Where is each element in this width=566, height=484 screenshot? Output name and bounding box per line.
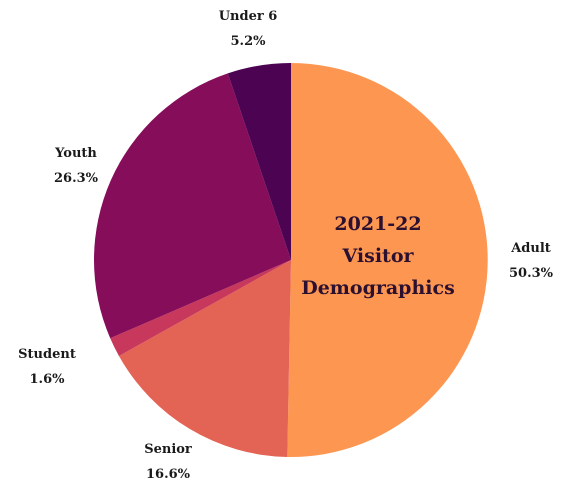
pie-slice-senior bbox=[118, 260, 291, 457]
pie-slice-adult bbox=[287, 63, 488, 457]
chart-title-line-1: 2021-22 bbox=[334, 213, 421, 235]
pie-slice-youth bbox=[93, 73, 291, 339]
slice-labels: Adult 50.3% Senior 16.6% Student 1.6% Youth 26.… bbox=[18, 9, 553, 482]
slice-value-adult: 50.3% bbox=[509, 266, 554, 281]
slice-value-senior: 16.6% bbox=[146, 467, 191, 482]
chart-title-line-3: Demographics bbox=[301, 277, 455, 299]
slice-label-youth: Youth bbox=[54, 146, 97, 161]
slice-label-adult: Adult bbox=[510, 241, 551, 256]
slice-value-youth: 26.3% bbox=[54, 171, 99, 186]
slice-value-student: 1.6% bbox=[30, 372, 66, 387]
slice-label-student: Student bbox=[18, 347, 76, 362]
slice-label-senior: Senior bbox=[144, 442, 192, 457]
slice-label-under-6: Under 6 bbox=[219, 9, 278, 24]
pie-slice-under-6 bbox=[227, 62, 291, 260]
chart-title-line-2: Visitor bbox=[342, 245, 415, 267]
pie-slice-student bbox=[110, 260, 291, 356]
slice-value-under-6: 5.2% bbox=[231, 34, 267, 49]
pie-slices bbox=[93, 62, 488, 457]
